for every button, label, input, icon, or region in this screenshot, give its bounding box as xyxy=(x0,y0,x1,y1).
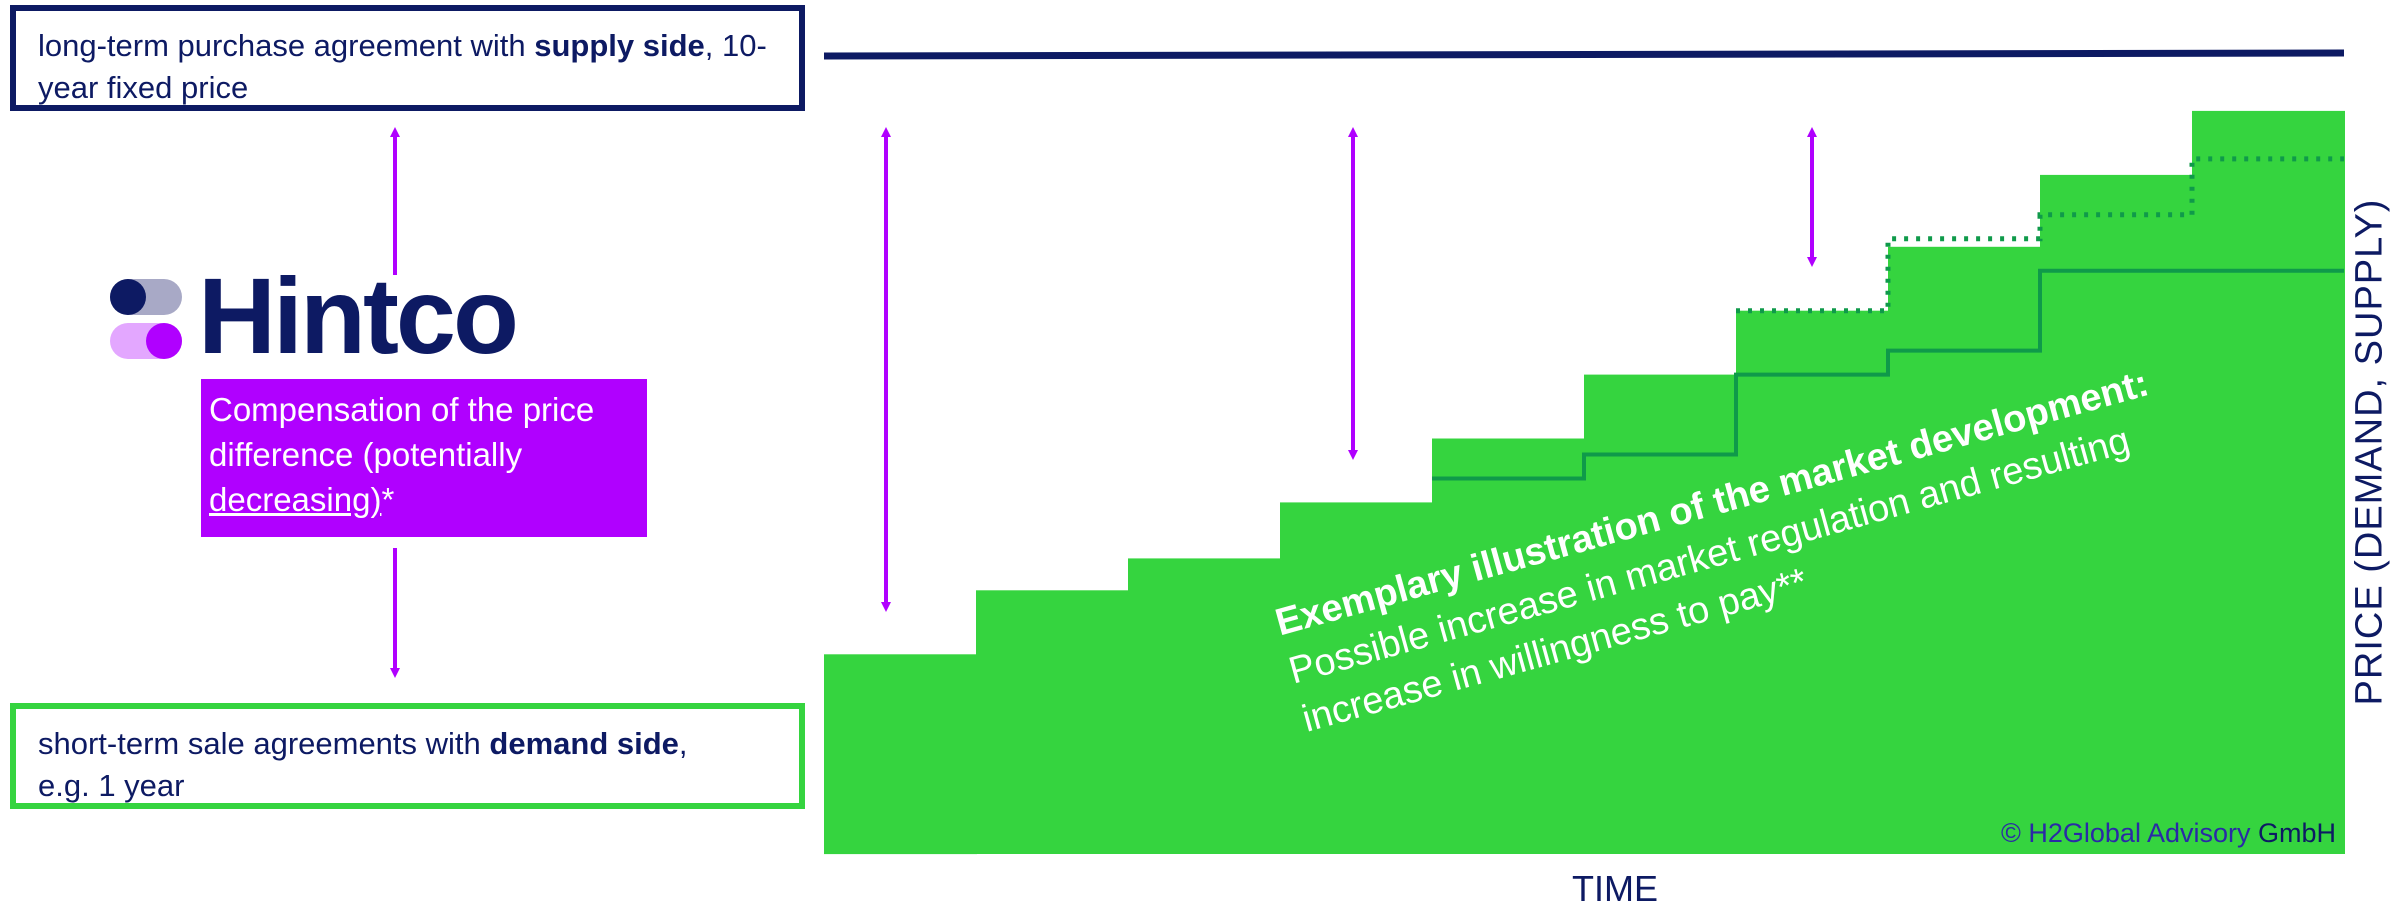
y-axis-label: PRICE (DEMAND, SUPPLY) xyxy=(2348,198,2391,706)
hintco-logo: Hintco xyxy=(108,262,548,370)
demand-step-bar xyxy=(976,590,1129,854)
demand-step-bar xyxy=(824,654,977,855)
compensation-line1: Compensation of the price xyxy=(209,391,595,428)
demand-text-line2: e.g. 1 year xyxy=(38,768,185,803)
demand-side-agreement-box: short-term sale agreements with demand s… xyxy=(10,703,805,809)
demand-text-before: short-term sale agreements with xyxy=(38,726,490,761)
demand-step-bar xyxy=(2040,174,2193,854)
possible-willingness-line xyxy=(1736,156,2344,314)
hintco-logo-mark-icon xyxy=(110,279,182,359)
demand-step-bar xyxy=(1432,438,1585,854)
compensation-box: Compensation of the price difference (po… xyxy=(201,379,647,537)
demand-text-after: , xyxy=(678,726,688,761)
demand-step-bar xyxy=(1128,558,1281,854)
demand-step-bar xyxy=(2192,110,2345,854)
copyright-suffix: GmbH xyxy=(2250,818,2336,848)
demand-price-steps xyxy=(824,110,2345,855)
supply-text-after: , 10- xyxy=(704,28,767,63)
supply-text-line2: year fixed price xyxy=(38,70,249,105)
demand-side-bold: demand side xyxy=(489,726,679,761)
hintco-logo-wordmark: Hintco xyxy=(198,255,519,376)
compensation-underlined: decreasing) xyxy=(209,481,382,518)
demand-step-bar xyxy=(1888,246,2041,855)
x-axis-label: TIME xyxy=(1572,868,1658,909)
supply-side-agreement-box: long-term purchase agreement with supply… xyxy=(10,5,805,111)
copyright-note: © H2Global Advisory GmbH xyxy=(2001,818,2336,849)
copyright-brand: © H2Global Advisory xyxy=(2000,818,2251,848)
supply-side-bold: supply side xyxy=(534,28,705,63)
demand-step-bar xyxy=(1280,502,1433,854)
supply-fixed-price-line xyxy=(823,49,2345,60)
demand-step-bar xyxy=(1736,310,1889,854)
compensation-line2: difference (potentially xyxy=(209,436,523,473)
supply-text-before: long-term purchase agreement with xyxy=(38,28,535,63)
willingness-to-pay-line xyxy=(1432,268,2344,481)
compensation-suffix: * xyxy=(381,481,395,518)
